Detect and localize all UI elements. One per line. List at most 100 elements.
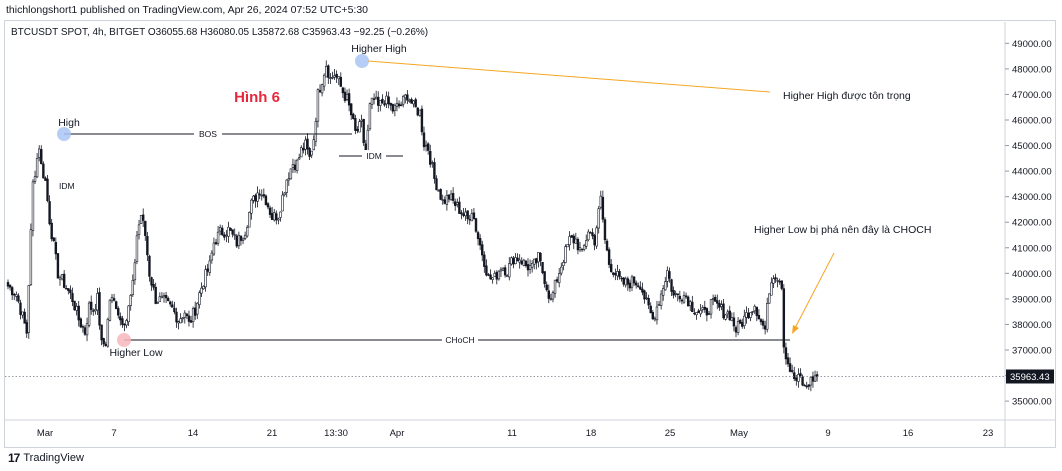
candle-down	[40, 149, 43, 165]
y-tick-label: 39000.00	[1012, 294, 1052, 305]
candle-up	[210, 252, 214, 261]
candle-up	[664, 281, 667, 291]
candle-up	[445, 195, 449, 205]
candle-up	[160, 295, 164, 298]
candle-down	[447, 194, 451, 200]
candle-up	[31, 181, 35, 231]
candle-up	[518, 259, 521, 263]
candle-down	[622, 277, 625, 285]
candle-down	[306, 138, 309, 150]
candle-up	[551, 292, 555, 300]
candle-down	[372, 98, 376, 100]
candle-down	[81, 326, 85, 328]
candle-down	[547, 290, 551, 299]
idm-label-bg	[362, 150, 386, 162]
candle-down	[481, 244, 484, 256]
candle-up	[412, 100, 415, 105]
candle-up	[711, 298, 715, 300]
candle-up	[659, 293, 663, 306]
candle-up	[374, 96, 378, 100]
candle-up	[137, 224, 141, 235]
candle-up	[370, 97, 374, 105]
candle-up	[333, 75, 336, 78]
candle-down	[628, 282, 632, 289]
candle-up	[751, 311, 754, 313]
candle-down	[112, 298, 116, 301]
candle-down	[77, 305, 80, 321]
candle-up	[449, 193, 453, 200]
candle-up	[655, 306, 659, 321]
candle-up	[331, 77, 334, 79]
candle-down	[381, 98, 384, 104]
footer-brand: TradingView	[23, 452, 84, 464]
candle-down	[302, 148, 305, 151]
candle-down	[206, 268, 209, 272]
candle-up	[289, 168, 293, 180]
candle-up	[37, 148, 41, 158]
candle-down	[62, 273, 66, 288]
candle-up	[110, 296, 114, 302]
candle-down	[607, 249, 611, 265]
candle-up	[599, 195, 603, 208]
candle-up	[424, 144, 428, 147]
candle-down	[545, 284, 548, 291]
candle-down	[801, 376, 804, 386]
candle-down	[343, 91, 347, 101]
candle-down	[235, 235, 238, 247]
candle-up	[35, 158, 39, 178]
candle-down	[347, 93, 351, 106]
candle-down	[684, 295, 688, 298]
candle-down	[435, 178, 438, 191]
candle-down	[308, 148, 311, 157]
candle-up	[322, 75, 326, 87]
candle-up	[191, 308, 195, 322]
candle-down	[275, 213, 278, 221]
candle-up	[437, 190, 440, 192]
candle-down	[410, 99, 413, 104]
candle-down	[354, 118, 357, 131]
candle-up	[300, 147, 303, 158]
candle-up	[560, 266, 563, 274]
candle-up	[310, 150, 313, 156]
candle-up	[337, 76, 340, 80]
candle-down	[520, 260, 523, 265]
candle-down	[670, 279, 673, 292]
candle-down	[189, 320, 193, 323]
candle-down	[460, 212, 463, 215]
candle-up	[162, 295, 166, 298]
last-price-badge	[1006, 369, 1054, 384]
candle-down	[626, 278, 630, 285]
candle-up	[695, 312, 698, 316]
candle-down	[618, 271, 621, 278]
candle-down	[356, 129, 359, 132]
candle-down	[148, 255, 151, 277]
candle-down	[391, 104, 394, 112]
candle-down	[25, 322, 28, 334]
candle-down	[453, 201, 457, 206]
candle-down	[266, 203, 270, 208]
x-tick-label: 21	[267, 428, 278, 439]
choch-arrow-head	[792, 325, 799, 334]
idm-label-1: IDM	[59, 181, 75, 191]
candle-down	[221, 227, 224, 236]
candle-down	[152, 283, 155, 288]
symbol-ohlc-readout: BTCUSDT SPOT, 4h, BITGET O36055.68 H3608…	[11, 27, 429, 38]
candle-down	[462, 213, 465, 216]
candle-up	[108, 299, 112, 321]
candle-down	[339, 76, 342, 87]
candle-up	[630, 276, 634, 288]
candle-down	[784, 347, 788, 360]
candle-up	[212, 242, 216, 255]
candle-up	[198, 292, 201, 305]
candle-up	[682, 295, 686, 303]
candle-up	[404, 94, 407, 99]
candle-down	[718, 302, 721, 308]
candle-up	[441, 199, 444, 201]
candle-down	[672, 290, 675, 296]
candle-down	[641, 288, 644, 293]
candle-up	[553, 279, 557, 294]
candle-down	[335, 73, 338, 78]
candle-down	[318, 90, 322, 93]
y-tick-label: 40000.00	[1012, 269, 1052, 280]
